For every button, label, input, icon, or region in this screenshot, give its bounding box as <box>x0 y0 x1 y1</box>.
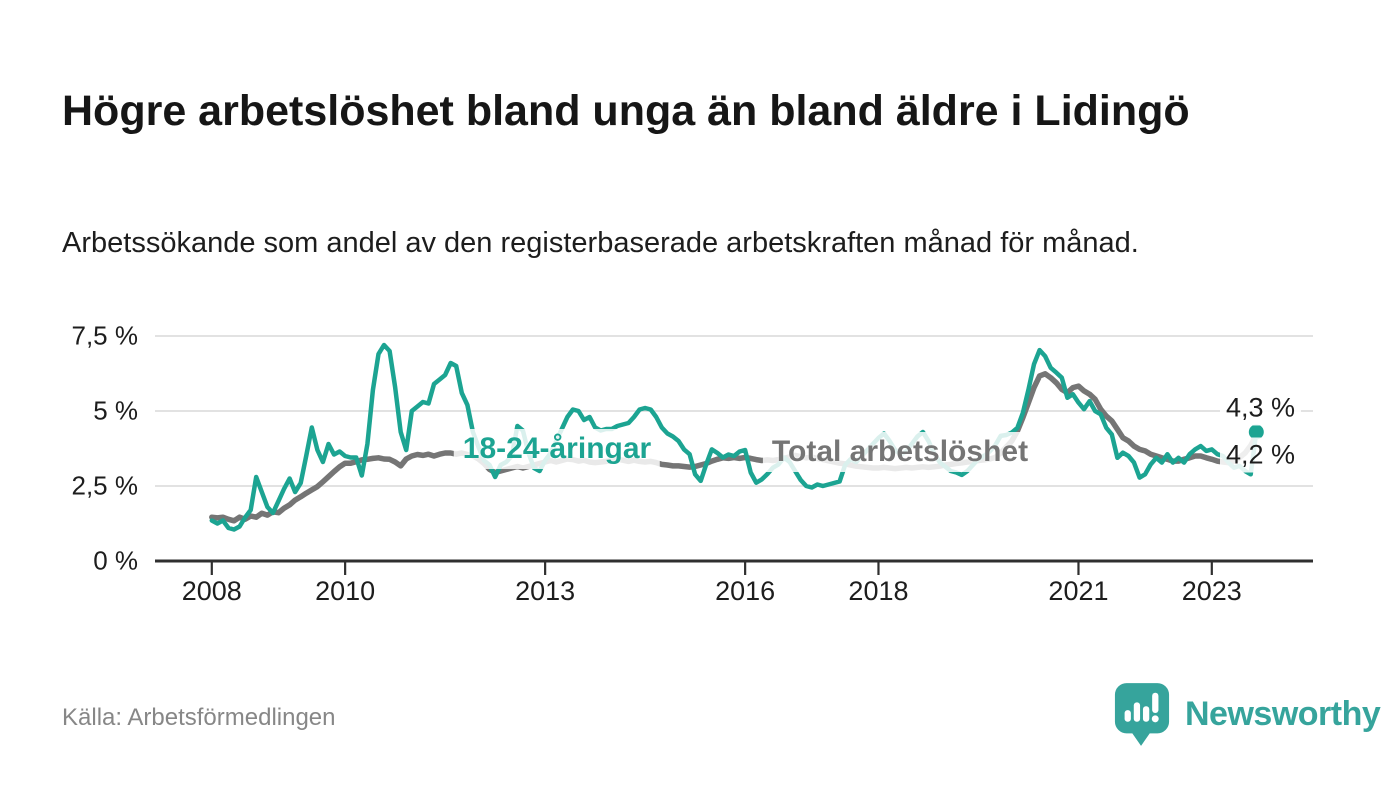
chart-subtitle: Arbetssökande som andel av den registerb… <box>62 227 1139 259</box>
series-label-youth: 18-24-åringar <box>453 429 661 469</box>
y-axis-tick-label: 7,5 % <box>71 320 139 351</box>
x-axis-tick-label: 2018 <box>848 576 909 606</box>
series-label-total: Total arbetslöshet <box>762 432 1038 472</box>
x-axis-tick-label: 2008 <box>181 576 242 606</box>
x-axis-tick-label: 2016 <box>715 576 776 606</box>
page-title: Högre arbetslöshet bland unga än bland ä… <box>62 86 1190 135</box>
x-axis-tick-label: 2010 <box>315 576 376 606</box>
source-attribution: Källa: Arbetsförmedlingen <box>62 704 336 731</box>
x-axis-tick-label: 2013 <box>515 576 576 606</box>
end-value-label-youth: 4,3 % <box>1220 390 1302 426</box>
y-axis-tick-label: 2,5 % <box>71 470 139 501</box>
x-axis-tick-label: 2023 <box>1181 576 1242 606</box>
end-value-label-total: 4,2 % <box>1220 437 1302 473</box>
y-axis-tick-label: 0 % <box>93 545 138 576</box>
newsworthy-logo-icon <box>1114 683 1170 746</box>
y-axis-tick-label: 5 % <box>93 395 138 426</box>
newsworthy-logo: Newsworthy <box>1113 681 1381 747</box>
x-axis-tick-label: 2021 <box>1048 576 1109 606</box>
newsworthy-logo-text: Newsworthy <box>1185 694 1381 733</box>
